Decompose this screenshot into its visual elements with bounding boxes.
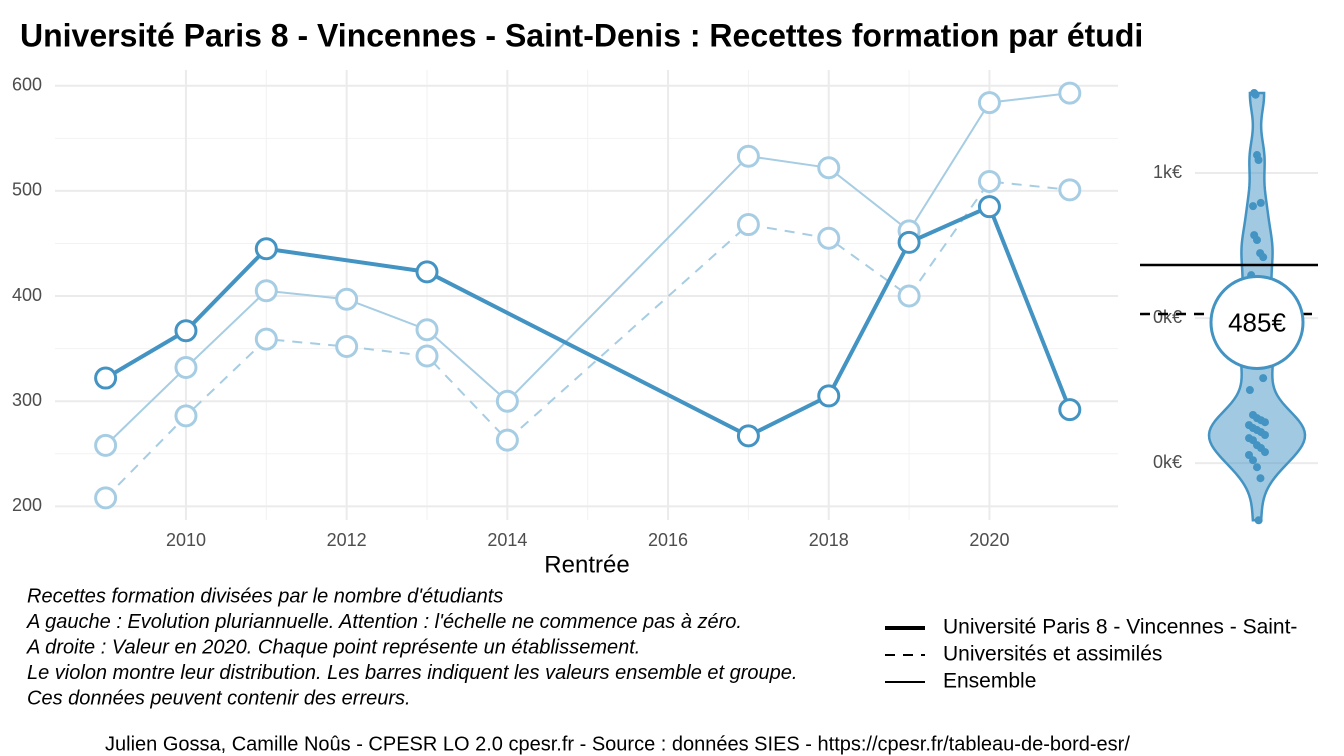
point — [1253, 463, 1261, 472]
point — [174, 319, 198, 343]
legend-label: Universités et assimilés — [943, 643, 1162, 666]
point — [254, 279, 278, 303]
point — [1261, 430, 1269, 439]
legend-label: Université Paris 8 - Vincennes - Saint- — [943, 616, 1297, 639]
series-line — [104, 180, 1070, 499]
point — [736, 213, 760, 237]
point — [1256, 198, 1265, 207]
note: Recettes formation divisées par le nombr… — [27, 585, 503, 607]
x-tick-label: 2020 — [969, 530, 1009, 550]
x-tick-label: 2012 — [327, 530, 367, 550]
note: A droite : Valeur en 2020. Chaque point … — [26, 636, 640, 658]
point — [174, 356, 198, 380]
point — [335, 287, 359, 311]
highlight-marker — [1209, 274, 1305, 370]
x-tick-label: 2016 — [648, 530, 688, 550]
point — [736, 424, 760, 448]
point — [1245, 386, 1254, 395]
y-tick-label: 600 — [12, 75, 42, 95]
point — [94, 366, 118, 390]
point — [415, 318, 439, 342]
y-tick-label: 0k€ — [1153, 307, 1182, 327]
point — [335, 335, 359, 359]
y-tick-label: 300 — [12, 390, 42, 410]
point — [1249, 202, 1258, 211]
point — [977, 195, 1001, 219]
point — [415, 260, 439, 284]
y-tick-label: 0k€ — [1153, 452, 1182, 472]
point — [1256, 474, 1265, 483]
point — [897, 230, 921, 254]
point — [1058, 398, 1082, 422]
y-tick-label: 400 — [12, 285, 42, 305]
point — [736, 144, 760, 168]
point — [1058, 178, 1082, 202]
point — [254, 237, 278, 261]
highlight-label: 485€ — [1228, 307, 1286, 337]
note: A gauche : Evolution pluriannuelle. Atte… — [26, 611, 742, 633]
point — [174, 404, 198, 428]
point — [94, 433, 118, 457]
note: Ces données peuvent contenir des erreurs… — [27, 687, 411, 709]
x-tick-label: 2010 — [166, 530, 206, 550]
point — [1251, 90, 1260, 99]
point — [1254, 155, 1263, 164]
point — [977, 169, 1001, 193]
y-tick-label: 1k€ — [1153, 162, 1182, 182]
point — [1259, 253, 1268, 262]
point — [1261, 418, 1269, 427]
point — [1254, 516, 1263, 525]
point — [897, 284, 921, 308]
point — [1249, 456, 1257, 465]
caption: Julien Gossa, Camille Noûs - CPESR LO 2.… — [105, 733, 1130, 755]
point — [817, 226, 841, 250]
point — [977, 91, 1001, 115]
x-axis-label: Rentrée — [544, 551, 629, 578]
point — [495, 428, 519, 452]
y-tick-label: 200 — [12, 495, 42, 515]
point — [1253, 236, 1261, 245]
point — [1058, 81, 1082, 105]
point — [254, 327, 278, 351]
point — [94, 486, 118, 510]
point — [817, 156, 841, 180]
point — [1261, 448, 1269, 457]
point — [495, 389, 519, 413]
y-tick-label: 500 — [12, 180, 42, 200]
note: Le violon montre leur distribution. Les … — [27, 662, 797, 684]
x-tick-label: 2018 — [809, 530, 849, 550]
legend-label: Ensemble — [943, 670, 1036, 693]
x-tick-label: 2014 — [487, 530, 527, 550]
point — [415, 344, 439, 368]
point — [817, 384, 841, 408]
point — [1259, 374, 1268, 383]
chart-title: Université Paris 8 - Vincennes - Saint-D… — [20, 17, 1143, 53]
